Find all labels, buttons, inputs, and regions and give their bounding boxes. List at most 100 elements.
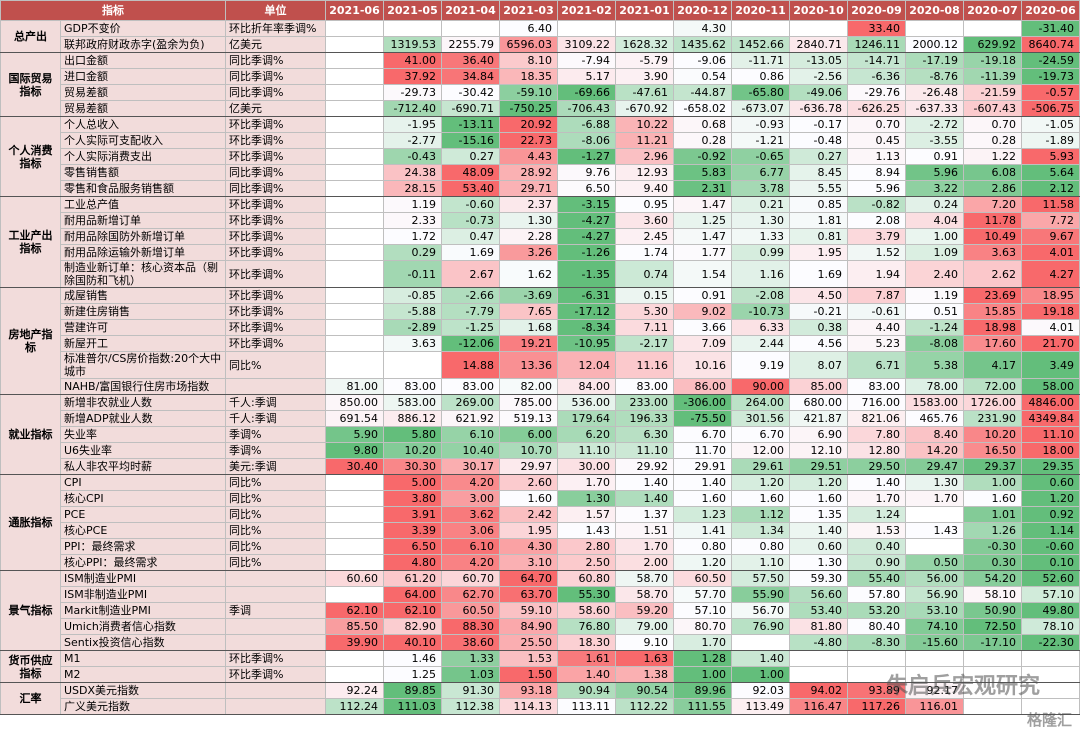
value-cell: 64.70 (499, 570, 558, 587)
value-cell: 4.40 (847, 319, 906, 336)
indicator-name: USDX美元指数 (60, 682, 226, 699)
value-cell: 30.30 (383, 458, 442, 475)
value-cell: -2.66 (441, 287, 500, 304)
indicator-name: Markit制造业PMI (60, 602, 226, 619)
value-cell: 60.80 (557, 570, 616, 587)
value-cell: 0.29 (383, 244, 442, 261)
empty-cell (905, 538, 964, 555)
data-row: 个人实际可支配收入 环比季调% -2.77 -15.16 22.73 -8.06 11.21… (1, 132, 1080, 149)
value-cell: -658.02 (673, 100, 732, 117)
data-row: 个人消费指标 个人总收入 环比季调% -1.95 -13.11 20.92 -6.88 10.… (0, 116, 1080, 197)
value-cell: 3109.22 (557, 36, 616, 53)
data-row: 营建许可 环比季调% -2.89 -1.25 1.68 -8.34 7.11 3.66 6.33… (1, 319, 1080, 336)
empty-cell (325, 586, 384, 603)
value-cell: -19.18 (963, 52, 1022, 69)
data-row: 广义美元指数 112.24 111.03 112.38 114.13 113.11 112.… (1, 698, 1080, 715)
indicator-name: 新屋开工 (60, 335, 226, 352)
value-cell: 57.80 (847, 586, 906, 603)
value-cell: 1.62 (499, 260, 558, 288)
value-cell: 0.70 (963, 116, 1022, 133)
value-cell: 1.40 (557, 666, 616, 683)
value-cell: 4.30 (673, 20, 732, 37)
value-cell: 29.35 (1021, 458, 1080, 475)
value-cell: 886.12 (383, 410, 442, 427)
empty-cell (325, 244, 384, 261)
value-cell: 2.86 (963, 180, 1022, 197)
value-cell: 0.10 (1021, 554, 1080, 571)
value-cell: 19.18 (1021, 303, 1080, 320)
value-cell: 89.96 (673, 682, 732, 699)
data-row: NAHB/富国银行住房市场指数 81.00 83.00 83.00 82.00 84.00… (1, 378, 1080, 395)
value-cell: 83.00 (441, 378, 500, 395)
value-cell: 58.60 (557, 602, 616, 619)
value-cell: -637.33 (905, 100, 964, 117)
value-cell: -11.39 (963, 68, 1022, 85)
value-cell: 76.90 (731, 618, 790, 635)
empty-cell (325, 260, 384, 288)
value-cell: 82.00 (499, 378, 558, 395)
unit: 环比季调% (225, 287, 326, 304)
value-cell: 54.20 (963, 570, 1022, 587)
value-cell: 1.95 (789, 244, 848, 261)
value-cell: 1.03 (441, 666, 500, 683)
value-cell: -3.69 (499, 287, 558, 304)
value-cell: 6.10 (441, 538, 500, 555)
empty-cell (325, 490, 384, 507)
value-cell: 1.24 (847, 506, 906, 523)
empty-cell (325, 100, 384, 117)
value-cell: 1.46 (383, 650, 442, 667)
value-cell: 1.57 (557, 506, 616, 523)
value-cell: 1.16 (731, 260, 790, 288)
value-cell: 85.50 (325, 618, 384, 635)
value-cell: 2.08 (847, 212, 906, 229)
value-cell: -2.56 (789, 68, 848, 85)
value-cell: 2.67 (441, 260, 500, 288)
value-cell: 16.50 (963, 442, 1022, 459)
value-cell: 4.01 (1021, 319, 1080, 336)
header-cell: 2021-03 (499, 0, 558, 21)
data-row: Umich消费者信心指数 85.50 82.90 88.30 84.90 76.80 79.… (1, 618, 1080, 635)
empty-cell (325, 164, 384, 181)
value-cell: 2.44 (731, 335, 790, 352)
value-cell: -13.11 (441, 116, 500, 133)
value-cell: 1.95 (499, 522, 558, 539)
header-cell: 2020-06 (1021, 0, 1080, 21)
value-cell: 6.33 (731, 319, 790, 336)
value-cell: 1.43 (557, 522, 616, 539)
value-cell: 91.30 (441, 682, 500, 699)
empty-cell (963, 650, 1022, 667)
indicator-name: 新建住房销售 (60, 303, 226, 320)
value-cell: -3.55 (905, 132, 964, 149)
value-cell: 9.19 (731, 351, 790, 379)
value-cell: 1.60 (499, 490, 558, 507)
value-cell: 10.16 (673, 351, 732, 379)
value-cell: 233.00 (615, 394, 674, 411)
unit: 环比季调% (225, 666, 326, 683)
value-cell: 5.83 (673, 164, 732, 181)
data-row: 国际贸易指标 出口金额 同比季调% 41.00 36.40 8.10 -7.94 -5.79-… (0, 52, 1080, 117)
data-row: Markit制造业PMI 季调 62.10 62.10 60.50 59.10 58.60 5… (1, 602, 1080, 619)
value-cell: 8.07 (789, 351, 848, 379)
value-cell: 1.40 (731, 650, 790, 667)
value-cell: 0.91 (905, 148, 964, 165)
value-cell: 1.30 (905, 474, 964, 491)
value-cell: 9.76 (557, 164, 616, 181)
value-cell: 0.15 (615, 287, 674, 304)
empty-cell (325, 335, 384, 352)
value-cell: 58.70 (615, 570, 674, 587)
value-cell: 19.21 (499, 335, 558, 352)
value-cell: 1.12 (731, 506, 790, 523)
indicator-name: 核心CPI (60, 490, 226, 507)
value-cell: 1.09 (905, 244, 964, 261)
value-cell: 3.26 (499, 244, 558, 261)
data-row: 贸易差额 同比季调% -29.73 -30.42 -59.10 -69.66 -47.61-… (1, 84, 1080, 101)
value-cell: 0.47 (441, 228, 500, 245)
value-cell: 61.20 (383, 570, 442, 587)
unit (225, 586, 326, 603)
value-cell: 0.91 (673, 287, 732, 304)
unit (225, 570, 326, 587)
value-cell: 0.68 (673, 116, 732, 133)
value-cell: 81.80 (789, 618, 848, 635)
value-cell: 81.00 (325, 378, 384, 395)
value-cell: 9.10 (615, 634, 674, 651)
